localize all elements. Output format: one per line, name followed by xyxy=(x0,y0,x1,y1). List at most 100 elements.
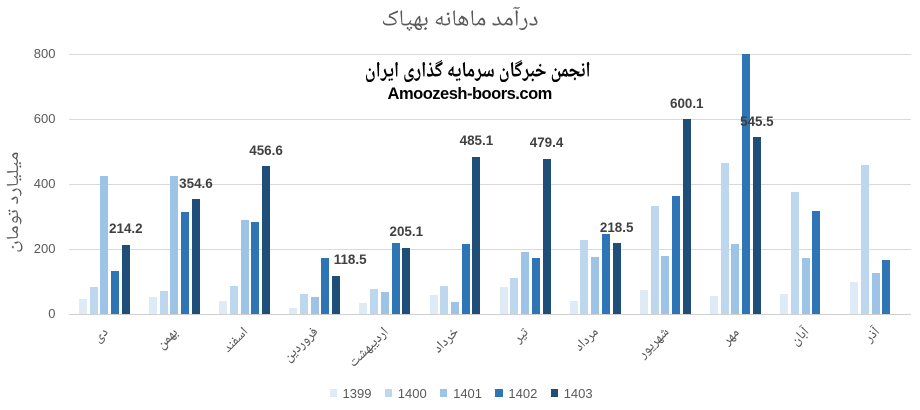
gridline xyxy=(69,118,911,120)
bar-1401 xyxy=(801,258,810,315)
x-tick-label-path xyxy=(226,327,248,353)
bar-1399 xyxy=(289,308,298,315)
x-tick-label-path xyxy=(161,329,180,351)
chart-title-path xyxy=(383,6,538,31)
bar-1403 xyxy=(752,137,761,315)
bar-1400 xyxy=(229,286,238,315)
data-label: 354.6 xyxy=(179,175,213,191)
bar-1399 xyxy=(709,295,718,315)
x-tick-label-path xyxy=(436,330,458,354)
bar-1401 xyxy=(380,291,389,315)
y-tick-label: 200 xyxy=(33,241,56,257)
x-tick-label-path xyxy=(517,327,528,345)
x-tick-label-path xyxy=(868,324,879,345)
bar-1399 xyxy=(429,294,438,315)
bar-1399 xyxy=(219,301,228,315)
bar-1403 xyxy=(682,119,691,315)
bar-1400 xyxy=(860,164,869,315)
y-axis-title xyxy=(6,152,22,251)
bar-1403 xyxy=(191,199,200,315)
bar-1403 xyxy=(472,156,481,315)
bar-1402 xyxy=(391,242,400,315)
x-tick-label-path xyxy=(287,328,318,364)
bar-1399 xyxy=(359,303,368,315)
x-tick-label-path xyxy=(578,330,599,352)
bar-1402 xyxy=(181,211,190,315)
x-tick-label xyxy=(226,327,248,353)
legend-label-1400: 1400 xyxy=(397,385,427,401)
gridline xyxy=(69,248,911,250)
x-tick-label xyxy=(641,330,669,361)
bar-1400 xyxy=(370,288,379,315)
bar-1399 xyxy=(569,300,578,315)
bar-1400 xyxy=(580,240,589,315)
y-axis-title-path xyxy=(6,152,22,251)
y-tick-label: 600 xyxy=(33,111,56,127)
bar-1402 xyxy=(461,244,470,315)
data-label: 218.5 xyxy=(599,219,634,235)
annotation-line1 xyxy=(366,59,590,82)
bar-1400 xyxy=(720,162,729,315)
y-tick-label: 0 xyxy=(48,306,56,322)
bar-1400 xyxy=(790,191,799,315)
bar-1402 xyxy=(672,196,681,315)
x-axis-line xyxy=(69,313,911,315)
legend-label-1401: 1401 xyxy=(453,385,483,401)
bar-1401 xyxy=(170,176,179,315)
x-tick-label xyxy=(161,329,180,351)
bar-1401 xyxy=(871,273,880,315)
x-tick-label-path xyxy=(351,327,388,367)
x-tick-label-path xyxy=(98,329,108,344)
bar-1401 xyxy=(450,302,459,315)
data-label: 485.1 xyxy=(459,133,494,149)
annotation-line2: Amoozesh-boors.com xyxy=(387,85,553,104)
legend-swatch-1400 xyxy=(384,389,393,397)
bar-1403 xyxy=(612,243,621,315)
bar-1400 xyxy=(510,277,519,315)
bar-1402 xyxy=(812,211,821,315)
bar-1400 xyxy=(89,286,98,315)
bar-1403 xyxy=(262,166,271,315)
data-label: 479.4 xyxy=(529,135,564,151)
legend-label-1403: 1403 xyxy=(563,385,593,401)
bar-1399 xyxy=(499,286,508,315)
bar-1400 xyxy=(650,205,659,315)
x-tick-label-path xyxy=(641,330,669,361)
bar-1400 xyxy=(440,286,449,315)
data-label: 205.1 xyxy=(389,224,424,240)
data-label: 456.6 xyxy=(249,142,283,158)
chart-title xyxy=(383,6,538,31)
data-label: 118.5 xyxy=(333,252,367,268)
bar-1402 xyxy=(601,234,610,315)
bar-1401 xyxy=(310,296,319,315)
bar-1401 xyxy=(100,176,109,315)
x-tick-label xyxy=(794,324,809,348)
bar-1402 xyxy=(111,270,120,315)
legend-label-1399: 1399 xyxy=(342,385,372,401)
bar-1399 xyxy=(149,297,158,315)
bar-1399 xyxy=(780,293,789,315)
bar-1400 xyxy=(299,293,308,315)
bar-1401 xyxy=(661,255,670,315)
bar-1403 xyxy=(121,244,130,315)
bar-1399 xyxy=(78,298,87,315)
x-tick-label-path xyxy=(794,324,809,348)
legend-swatch-1402 xyxy=(495,389,503,397)
annotation-line1-path xyxy=(366,59,590,82)
data-label: 600.1 xyxy=(670,95,704,111)
x-tick-label xyxy=(726,330,739,347)
bar-1402 xyxy=(882,260,891,315)
x-tick-label-path xyxy=(726,330,739,347)
bar-1399 xyxy=(850,282,859,315)
legend-swatch-1403 xyxy=(550,389,558,397)
x-tick-label xyxy=(578,330,599,352)
bar-1403 xyxy=(332,275,341,315)
bar-1402 xyxy=(251,221,260,315)
gridline xyxy=(69,183,911,185)
data-label: 545.5 xyxy=(740,113,774,129)
legend-swatch-1401 xyxy=(440,389,448,397)
data-label: 214.2 xyxy=(109,221,143,237)
x-tick-label xyxy=(517,327,528,345)
bar-1402 xyxy=(742,54,751,315)
